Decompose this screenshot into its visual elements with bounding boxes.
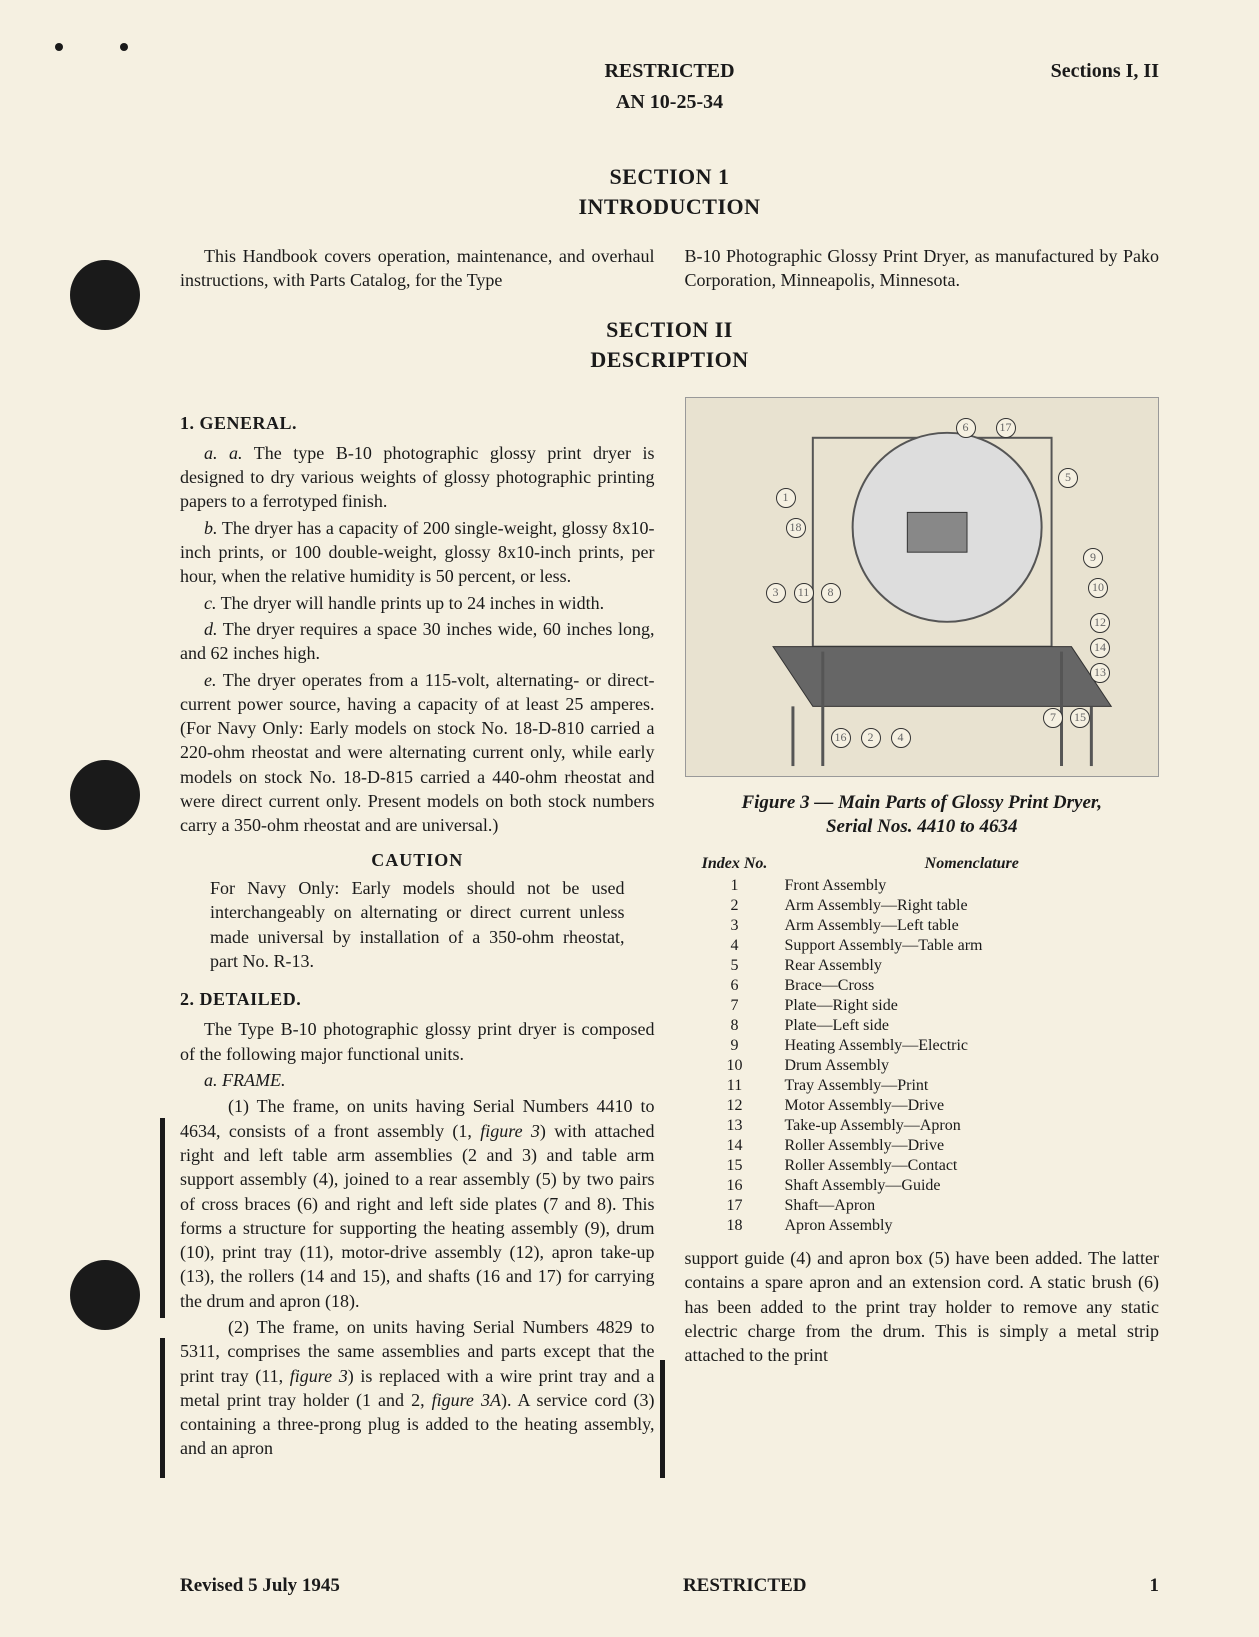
nomen-row: 17Shaft—Apron <box>685 1196 1160 1216</box>
nomen-row: 12Motor Assembly—Drive <box>685 1096 1160 1116</box>
nomen-row: 2Arm Assembly—Right table <box>685 896 1160 916</box>
section2-subtitle: DESCRIPTION <box>180 347 1159 373</box>
intro-left: This Handbook covers operation, maintena… <box>180 244 655 293</box>
nomen-row: 14Roller Assembly—Drive <box>685 1136 1160 1156</box>
nomen-row: 7Plate—Right side <box>685 996 1160 1016</box>
callout-6: 6 <box>956 418 976 438</box>
detailed-p2: (2) The frame, on units having Serial Nu… <box>180 1315 655 1461</box>
nomen-row: 1Front Assembly <box>685 876 1160 896</box>
figure-caption: Figure 3 — Main Parts of Glossy Print Dr… <box>685 791 1160 840</box>
caution-body: For Navy Only: Early models should not b… <box>180 876 655 973</box>
callout-17: 17 <box>996 418 1016 438</box>
general-c: c. The dryer will handle prints up to 24… <box>180 591 655 615</box>
nomen-header: Index No. Nomenclature <box>685 854 1160 874</box>
intro-columns: This Handbook covers operation, maintena… <box>180 244 1159 293</box>
change-bar <box>160 1118 165 1318</box>
nomen-row: 15Roller Assembly—Contact <box>685 1156 1160 1176</box>
page-footer: Revised 5 July 1945 RESTRICTED 1 <box>180 1575 1159 1597</box>
left-column: 1. GENERAL. a. a. The type B-10 photogra… <box>180 397 655 1463</box>
dot-mark <box>55 43 63 51</box>
callout-13: 13 <box>1090 663 1110 683</box>
right-column: 1 2 3 4 5 6 7 8 9 10 11 12 13 14 15 16 1… <box>685 397 1160 1463</box>
nomen-row: 11Tray Assembly—Print <box>685 1076 1160 1096</box>
nomen-row: 4Support Assembly—Table arm <box>685 936 1160 956</box>
figure-3-image: 1 2 3 4 5 6 7 8 9 10 11 12 13 14 15 16 1… <box>685 397 1160 777</box>
callout-10: 10 <box>1088 578 1108 598</box>
section1-title: SECTION 1 <box>180 164 1159 190</box>
punch-hole <box>70 1260 140 1330</box>
sections-ref: Sections I, II <box>959 60 1159 83</box>
section2-title: SECTION II <box>180 317 1159 343</box>
nomenclature-table: Index No. Nomenclature 1Front Assembly2A… <box>685 854 1160 1236</box>
callout-7: 7 <box>1043 708 1063 728</box>
document-number: AN 10-25-34 <box>180 91 1159 114</box>
nomen-row: 9Heating Assembly—Electric <box>685 1036 1160 1056</box>
change-bar <box>660 1360 665 1478</box>
nomen-row: 3Arm Assembly—Left table <box>685 916 1160 936</box>
callout-14: 14 <box>1090 638 1110 658</box>
general-b: b. The dryer has a capacity of 200 singl… <box>180 516 655 589</box>
caution-heading: CAUTION <box>180 848 655 872</box>
callout-11: 11 <box>794 583 814 603</box>
general-d: d. The dryer requires a space 30 inches … <box>180 617 655 666</box>
page-header: RESTRICTED Sections I, II <box>180 60 1159 83</box>
punch-hole <box>70 260 140 330</box>
detailed-p1: (1) The frame, on units having Serial Nu… <box>180 1094 655 1313</box>
nomen-row: 6Brace—Cross <box>685 976 1160 996</box>
general-e: e. The dryer operates from a 115-volt, a… <box>180 668 655 838</box>
callout-18: 18 <box>786 518 806 538</box>
callout-5: 5 <box>1058 468 1078 488</box>
detailed-heading: 2. DETAILED. <box>180 987 655 1011</box>
intro-right: B-10 Photographic Glossy Print Dryer, as… <box>685 244 1160 293</box>
callout-15: 15 <box>1070 708 1090 728</box>
callout-4: 4 <box>891 728 911 748</box>
nomen-row: 18Apron Assembly <box>685 1216 1160 1236</box>
callout-1: 1 <box>776 488 796 508</box>
main-columns: 1. GENERAL. a. a. The type B-10 photogra… <box>180 397 1159 1463</box>
nomen-row: 16Shaft Assembly—Guide <box>685 1176 1160 1196</box>
callout-8: 8 <box>821 583 841 603</box>
general-heading: 1. GENERAL. <box>180 411 655 435</box>
page-number: 1 <box>1149 1575 1159 1597</box>
classification-top: RESTRICTED <box>380 60 959 83</box>
revised-date: Revised 5 July 1945 <box>180 1575 340 1597</box>
classification-bottom: RESTRICTED <box>683 1575 807 1597</box>
nomen-row: 5Rear Assembly <box>685 956 1160 976</box>
nomen-row: 13Take-up Assembly—Apron <box>685 1116 1160 1136</box>
nomen-row: 10Drum Assembly <box>685 1056 1160 1076</box>
general-a: a. a. The type B-10 photographic glossy … <box>180 441 655 514</box>
section1-subtitle: INTRODUCTION <box>180 194 1159 220</box>
callout-16: 16 <box>831 728 851 748</box>
detailed-intro: The Type B-10 photographic glossy print … <box>180 1017 655 1066</box>
punch-hole <box>70 760 140 830</box>
change-bar <box>160 1338 165 1478</box>
callout-3: 3 <box>766 583 786 603</box>
bottom-right-text: support guide (4) and apron box (5) have… <box>685 1246 1160 1367</box>
dot-mark <box>120 43 128 51</box>
callout-9: 9 <box>1083 548 1103 568</box>
callout-12: 12 <box>1090 613 1110 633</box>
callout-2: 2 <box>861 728 881 748</box>
nomen-row: 8Plate—Left side <box>685 1016 1160 1036</box>
detailed-a-head: a. FRAME. <box>180 1068 655 1092</box>
